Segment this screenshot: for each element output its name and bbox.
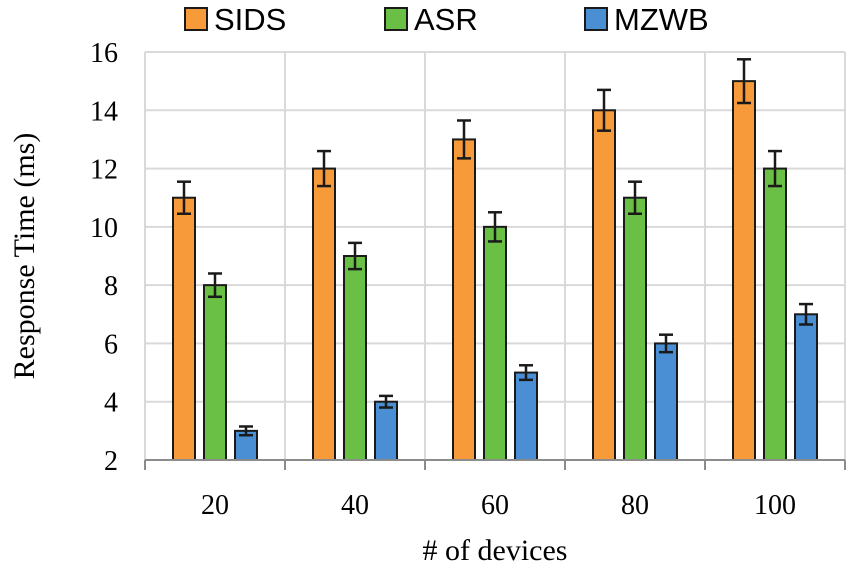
y-tick-label: 6 (104, 329, 118, 360)
y-tick-label: 12 (90, 155, 118, 186)
y-axis-title: Response Time (ms) (8, 133, 41, 380)
bar-mzwb-40 (374, 400, 398, 462)
bars-layer (172, 58, 818, 462)
bar-asr-40 (343, 255, 367, 461)
x-tick-label: 100 (754, 490, 796, 521)
bar-asr-60 (483, 225, 507, 461)
y-tick-label: 8 (104, 271, 118, 302)
x-tick-label: 20 (201, 490, 229, 521)
bar-asr-80 (623, 196, 647, 461)
x-axis-title: # of devices (423, 534, 568, 567)
bar-mzwb-80 (654, 342, 678, 461)
axes-layer: 2 4 6 8 10 12 14 16 20 40 60 80 100 (90, 38, 846, 521)
bar-mzwb-100 (794, 313, 818, 461)
legend-swatch-sids (184, 7, 208, 31)
grid-layer (144, 51, 846, 460)
legend-label-asr: ASR (414, 2, 478, 37)
y-tick-label: 2 (104, 446, 118, 477)
bar-sids-20 (172, 196, 196, 461)
legend-label-mzwb: MZWB (614, 2, 709, 37)
y-tick-label: 4 (104, 388, 118, 419)
legend-swatch-mzwb (584, 7, 608, 31)
bar-sids-60 (452, 138, 476, 462)
bar-mzwb-60 (514, 371, 538, 462)
bar-sids-100 (732, 80, 756, 462)
bar-asr-100 (763, 167, 787, 461)
y-tick-label: 16 (90, 38, 118, 69)
x-tick-label: 60 (481, 490, 509, 521)
legend-swatch-asr (384, 7, 408, 31)
legend: SIDS ASR MZWB (184, 2, 709, 37)
bar-sids-40 (312, 167, 336, 461)
x-tick-label: 80 (621, 490, 649, 521)
bar-sids-80 (592, 109, 616, 462)
legend-label-sids: SIDS (214, 2, 286, 37)
bar-asr-20 (203, 284, 227, 461)
x-tick-label: 40 (341, 490, 369, 521)
y-tick-label: 14 (90, 96, 118, 127)
y-tick-label: 10 (90, 213, 118, 244)
